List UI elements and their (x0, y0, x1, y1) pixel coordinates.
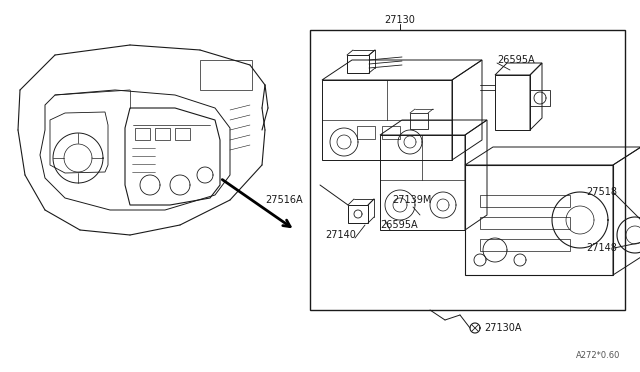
Text: 27139M: 27139M (392, 195, 431, 205)
Bar (410, 113, 428, 129)
Bar (348, 205, 368, 223)
Bar (347, 55, 369, 73)
Bar (322, 80, 452, 160)
Bar (382, 126, 400, 139)
Text: 27516A: 27516A (266, 195, 303, 205)
Bar (175, 128, 190, 140)
Bar (135, 128, 150, 140)
Text: A272*0.60: A272*0.60 (575, 350, 620, 359)
Bar (480, 217, 570, 229)
Text: 27148: 27148 (586, 243, 617, 253)
Bar (530, 90, 550, 106)
Bar (480, 195, 570, 207)
Bar (380, 135, 465, 230)
Text: 27518: 27518 (586, 187, 617, 197)
Text: 27140: 27140 (325, 230, 356, 240)
Bar (465, 165, 613, 275)
Text: 26595A: 26595A (380, 220, 418, 230)
Bar (200, 60, 252, 90)
Bar (310, 30, 625, 310)
Bar (155, 128, 170, 140)
Bar (495, 75, 530, 130)
Bar (480, 239, 570, 251)
Bar (357, 126, 375, 139)
Text: 27130: 27130 (385, 15, 415, 25)
Text: 26595A: 26595A (497, 55, 534, 65)
Text: 27130A: 27130A (484, 323, 522, 333)
